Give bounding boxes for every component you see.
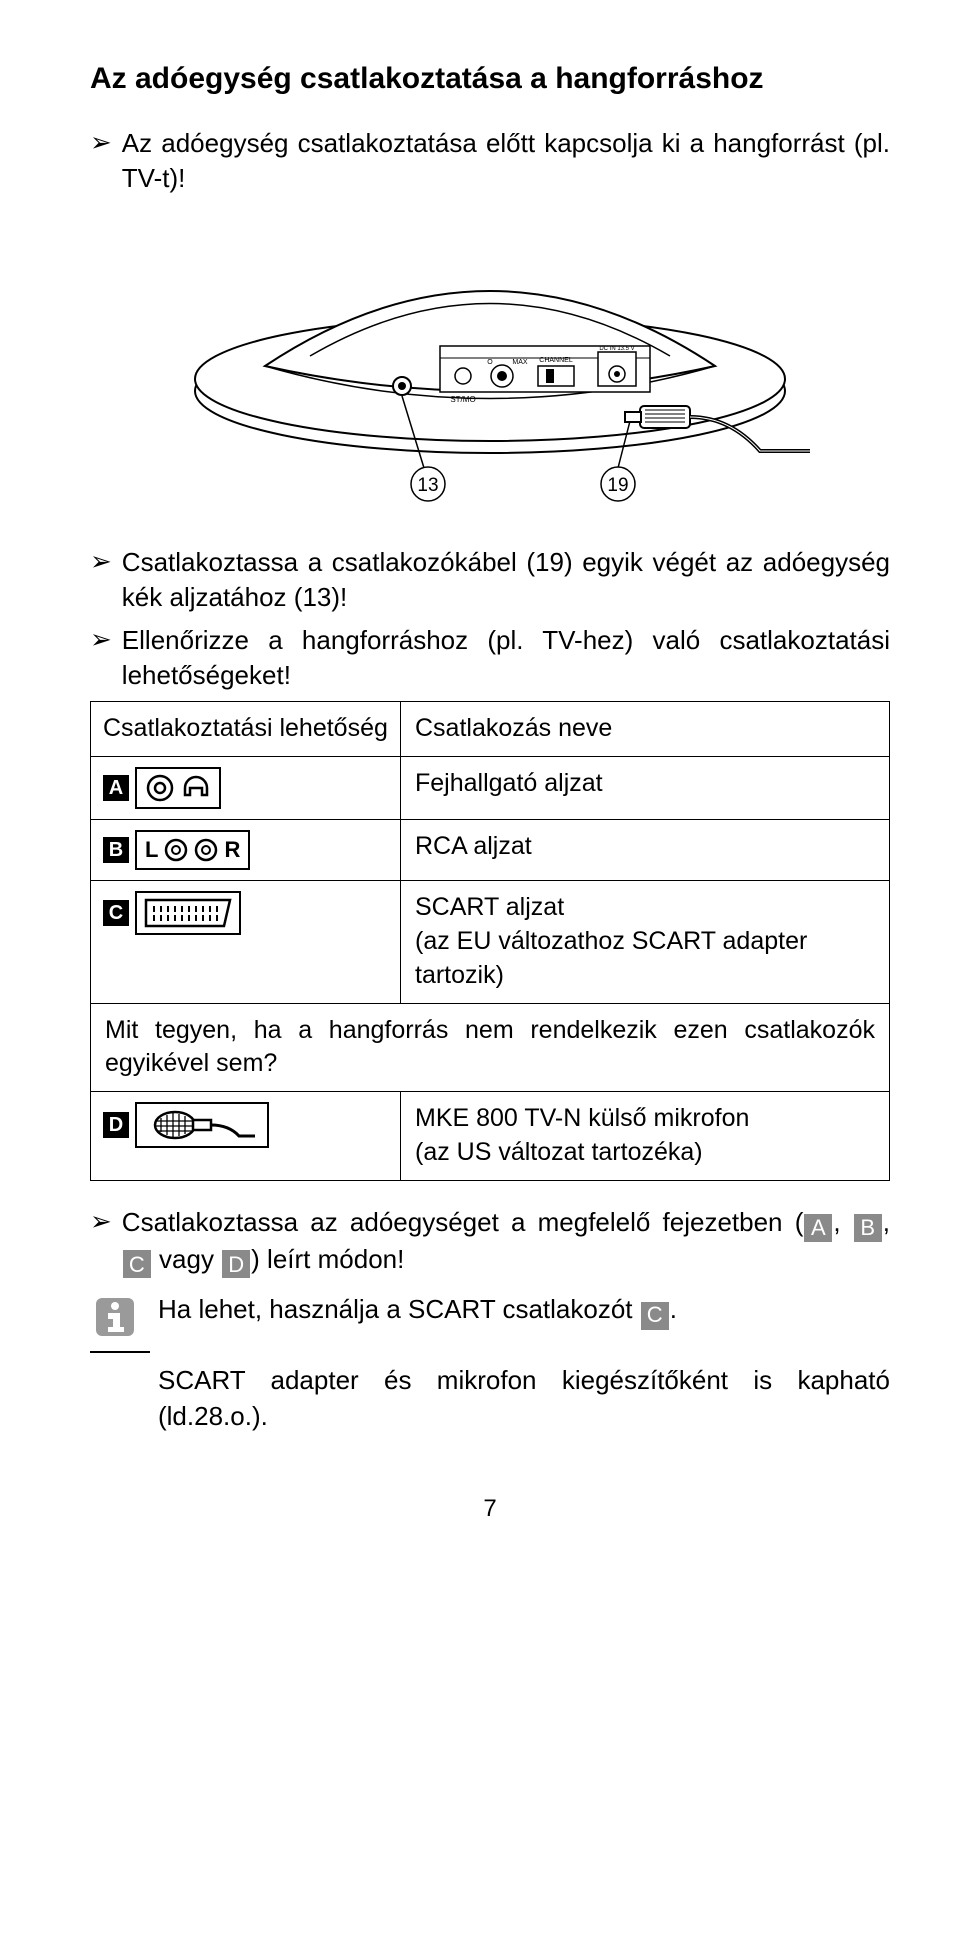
bullet-text: Csatlakoztassa a csatlakozókábel (19) eg… xyxy=(122,545,890,615)
arrow-icon: ➢ xyxy=(90,545,112,615)
name-cell: MKE 800 TV-N külső mikrofon (az US válto… xyxy=(401,1092,889,1180)
name-cell: Fejhallgató aljzat xyxy=(401,757,889,819)
text-fragment: . xyxy=(670,1294,677,1324)
info-icon xyxy=(90,1292,150,1353)
page-title: Az adóegység csatlakoztatása a hangforrá… xyxy=(90,60,890,98)
svg-text:DC IN 13.5 V: DC IN 13.5 V xyxy=(599,346,634,352)
table-header-row: Csatlakoztatási lehetőség Csatlakozás ne… xyxy=(91,702,889,756)
badge-d-icon: D xyxy=(222,1250,250,1278)
footnote-paragraph: SCART adapter és mikrofon kiegészítőként… xyxy=(158,1363,890,1435)
option-badge: D xyxy=(103,1112,129,1138)
svg-text:ST/MO: ST/MO xyxy=(450,395,475,404)
info-text: Ha lehet, használja a SCART csatlakozót … xyxy=(158,1292,890,1329)
table-row: D MKE 800 TV-N külső mikrofon (az US vál… xyxy=(91,1091,889,1180)
option-cell: B L R xyxy=(91,820,401,881)
svg-text:MAX: MAX xyxy=(512,359,528,366)
bullet-item: ➢ Ellenőrizze a hangforráshoz (pl. TV-he… xyxy=(90,623,890,693)
svg-text:O: O xyxy=(487,359,493,366)
name-cell: RCA aljzat xyxy=(401,820,889,881)
scart-icon xyxy=(135,891,241,935)
table-midline: Mit tegyen, ha a hangforrás nem rendelke… xyxy=(91,1003,889,1092)
info-note: Ha lehet, használja a SCART csatlakozót … xyxy=(90,1292,890,1353)
text-fragment: ) leírt módon! xyxy=(251,1244,404,1274)
option-badge: A xyxy=(103,775,129,801)
connection-table: Csatlakoztatási lehetőség Csatlakozás ne… xyxy=(90,701,890,1181)
headphone-jack-icon xyxy=(135,767,221,809)
table-row: A Fejhallgató aljzat xyxy=(91,756,889,819)
header-cell-left: Csatlakoztatási lehetőség xyxy=(91,702,401,756)
rca-icon: L R xyxy=(135,830,250,871)
option-cell: C xyxy=(91,881,401,1002)
text-fragment: , xyxy=(883,1207,890,1237)
device-figure: ST/MO O MAX CHANNEL DC IN 13.5 V xyxy=(90,206,890,521)
text-fragment: , xyxy=(833,1207,852,1237)
arrow-icon: ➢ xyxy=(90,1205,112,1279)
text-fragment: vagy xyxy=(152,1244,221,1274)
bullet-item: ➢ Csatlakoztassa a csatlakozókábel (19) … xyxy=(90,545,890,615)
name-cell: SCART aljzat (az EU változathoz SCART ad… xyxy=(401,881,889,1002)
option-badge: C xyxy=(103,900,129,926)
option-badge: B xyxy=(103,837,129,863)
table-row: B L R RCA aljzat xyxy=(91,819,889,881)
bullet-text: Csatlakoztassa az adóegységet a megfelel… xyxy=(122,1205,890,1279)
bullet-text: Az adóegység csatlakoztatása előtt kapcs… xyxy=(122,126,890,196)
bullet-item: ➢ Csatlakoztassa az adóegységet a megfel… xyxy=(90,1205,890,1279)
svg-text:13: 13 xyxy=(417,475,438,496)
svg-text:CHANNEL: CHANNEL xyxy=(539,357,573,364)
bullet-text: Ellenőrizze a hangforráshoz (pl. TV-hez)… xyxy=(122,623,890,693)
table-row: C SCART aljzat (az EU változathoz SCART … xyxy=(91,880,889,1002)
option-cell: A xyxy=(91,757,401,819)
page-number: 7 xyxy=(90,1495,890,1523)
bullet-item: ➢ Az adóegység csatlakoztatása előtt kap… xyxy=(90,126,890,196)
text-fragment: Csatlakoztassa az adóegységet a megfelel… xyxy=(122,1207,804,1237)
microphone-icon xyxy=(135,1102,269,1148)
header-cell-right: Csatlakozás neve xyxy=(401,702,889,756)
badge-c-icon: C xyxy=(123,1250,151,1278)
badge-a-icon: A xyxy=(804,1214,832,1242)
arrow-icon: ➢ xyxy=(90,126,112,196)
text-fragment: Ha lehet, használja a SCART csatlakozót xyxy=(158,1294,640,1324)
badge-b-icon: B xyxy=(854,1214,882,1242)
svg-text:19: 19 xyxy=(607,475,628,496)
option-cell: D xyxy=(91,1092,401,1180)
badge-c-icon: C xyxy=(641,1302,669,1330)
transmitter-illustration: ST/MO O MAX CHANNEL DC IN 13.5 V xyxy=(170,206,810,516)
arrow-icon: ➢ xyxy=(90,623,112,693)
